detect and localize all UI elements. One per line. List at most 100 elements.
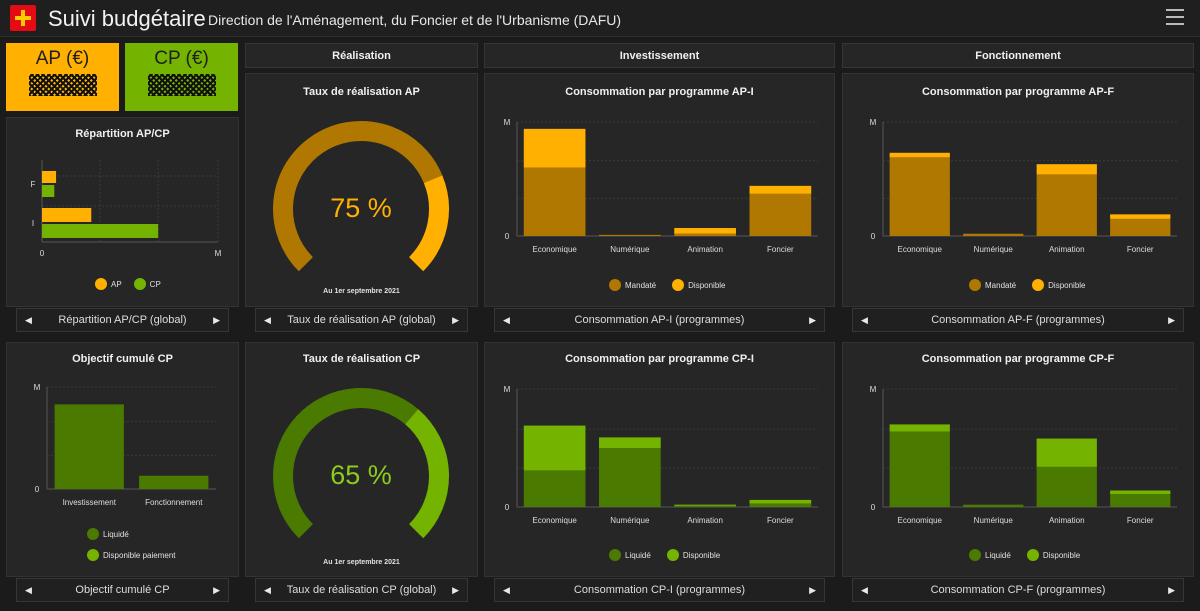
prev-arrow-icon[interactable]: ◀ [503,584,510,595]
next-arrow-icon[interactable]: ▶ [452,584,459,595]
bar-segment [674,233,736,236]
prev-arrow-icon[interactable]: ◀ [861,314,868,325]
bar-segment [674,504,736,506]
next-arrow-icon[interactable]: ▶ [213,314,220,325]
nav-label: Consommation CP-F (programmes) [930,584,1106,596]
legend-label-disponible: Disponible [682,550,721,560]
legend-swatch-liquide [609,549,621,561]
legend-label-liquide: Liquidé [985,550,1011,560]
x-tick-label: Economique [532,516,577,525]
prev-arrow-icon[interactable]: ◀ [264,314,271,325]
x-tick-label: Numérique [610,245,650,254]
bar-segment [749,499,812,504]
legend: AP CP [95,278,161,290]
section-header-fonctionnement: Fonctionnement [842,43,1194,68]
bar-segment [599,234,661,236]
bar [42,208,92,222]
bar-segment [1036,164,1097,175]
y-tick-label: 0 [871,503,876,512]
legend-label-liquide: Liquidé [103,529,129,539]
next-arrow-icon[interactable]: ▶ [452,314,459,325]
bar-segment [749,503,812,507]
legend: Mandaté Disponible [609,279,726,291]
next-arrow-icon[interactable]: ▶ [1168,584,1175,595]
nav-label: Répartition AP/CP (global) [58,314,187,326]
bar-segment [54,404,124,489]
ap-kpi-value-masked [28,74,97,96]
bar-segment [599,448,661,507]
x-tick-label: Foncier [767,245,794,254]
bar-segment [889,152,950,158]
legend: Liquidé Disponible [609,549,720,561]
chart-cp-i: 0 M Economique Numérique Animation Foncier [504,385,818,525]
y-tick-label: 0 [505,232,510,241]
chart-objectif: 0 M Investissement Fonctionnement [34,383,216,507]
nav-objectif: ◀ Objectif cumulé CP ▶ [16,578,229,602]
legend-label-mandate: Mandaté [985,280,1017,290]
x-tick-label: Economique [898,245,943,254]
chart-repartition: F I 0 M [31,160,222,258]
next-arrow-icon[interactable]: ▶ [1168,314,1175,325]
gauge-value-label: 75 % [330,193,392,223]
legend-item-disponible-paiement: Disponible paiement [87,549,176,561]
bar-segment [1036,174,1097,236]
legend-label-disponible-paiement: Disponible paiement [103,550,176,560]
gauge-date: Au 1er septembre 2021 [323,559,400,566]
legend-swatch-cp [133,278,146,290]
x-tick-label: Animation [687,245,723,254]
prev-arrow-icon[interactable]: ◀ [503,314,510,325]
bar [42,224,159,238]
y-tick-label: M [504,118,511,127]
bar-segment [674,228,736,234]
legend-label-disponible: Disponible [1042,550,1081,560]
next-arrow-icon[interactable]: ▶ [809,584,816,595]
bar-segment [523,470,586,507]
app-title: Suivi budgétaire [48,6,206,31]
panel-cp-i: Consommation par programme CP-I 0 M Econom… [484,342,835,577]
panel-title: Consommation par programme AP-F [921,86,1115,98]
nav-ap-i: ◀ Consommation AP-I (programmes) ▶ [494,308,825,332]
ap-kpi-label: AP (€) [35,48,90,69]
gauge-fill-arc [273,121,443,272]
section-header-investissement: Investissement [484,43,835,68]
next-arrow-icon[interactable]: ▶ [213,584,220,595]
hamburger-menu-icon[interactable] [1166,9,1184,25]
legend-label-disponible: Disponible [688,280,726,290]
app-header [0,0,1200,37]
prev-arrow-icon[interactable]: ◀ [264,584,271,595]
y-tick-label: 0 [505,503,510,512]
x-tick-label: Economique [532,245,577,254]
prev-arrow-icon[interactable]: ◀ [25,314,32,325]
bar-segment [749,193,812,236]
y-tick-label: 0 [35,485,40,494]
legend-swatch-disponible [1032,279,1045,291]
x-tick-label: Economique [898,516,943,525]
y-tick-label: I [32,219,34,228]
y-tick-label: 0 [871,232,876,241]
bar-segment [1110,494,1171,507]
bar-segment [963,233,1024,236]
bar-segment [889,424,950,432]
bar-segment [139,475,209,489]
gauge-ap: 75 % [273,121,449,272]
gauge-remaining-arc [404,409,449,539]
y-tick-label: M [870,385,877,394]
prev-arrow-icon[interactable]: ◀ [861,584,868,595]
bar-segment [889,157,950,236]
prev-arrow-icon[interactable]: ◀ [25,584,32,595]
nav-repartition: ◀ Répartition AP/CP (global) ▶ [16,308,229,332]
x-tick-label: 0 [40,249,45,258]
nav-label: Taux de réalisation AP (global) [287,314,436,326]
x-tick-label: Fonctionnement [145,498,203,507]
y-tick-label: M [34,383,41,392]
legend-swatch-mandate [609,279,621,291]
panel-title: Consommation par programme CP-F [921,353,1115,365]
legend-swatch-ap [95,278,107,290]
legend-swatch-disponible [1026,549,1039,561]
next-arrow-icon[interactable]: ▶ [809,314,816,325]
x-tick-label: Foncier [1127,516,1154,525]
cross-icon [15,10,31,26]
panel-title: Consommation par programme AP-I [565,86,754,98]
x-tick-label: Animation [687,516,723,525]
panel-title: Objectif cumulé CP [72,353,173,365]
